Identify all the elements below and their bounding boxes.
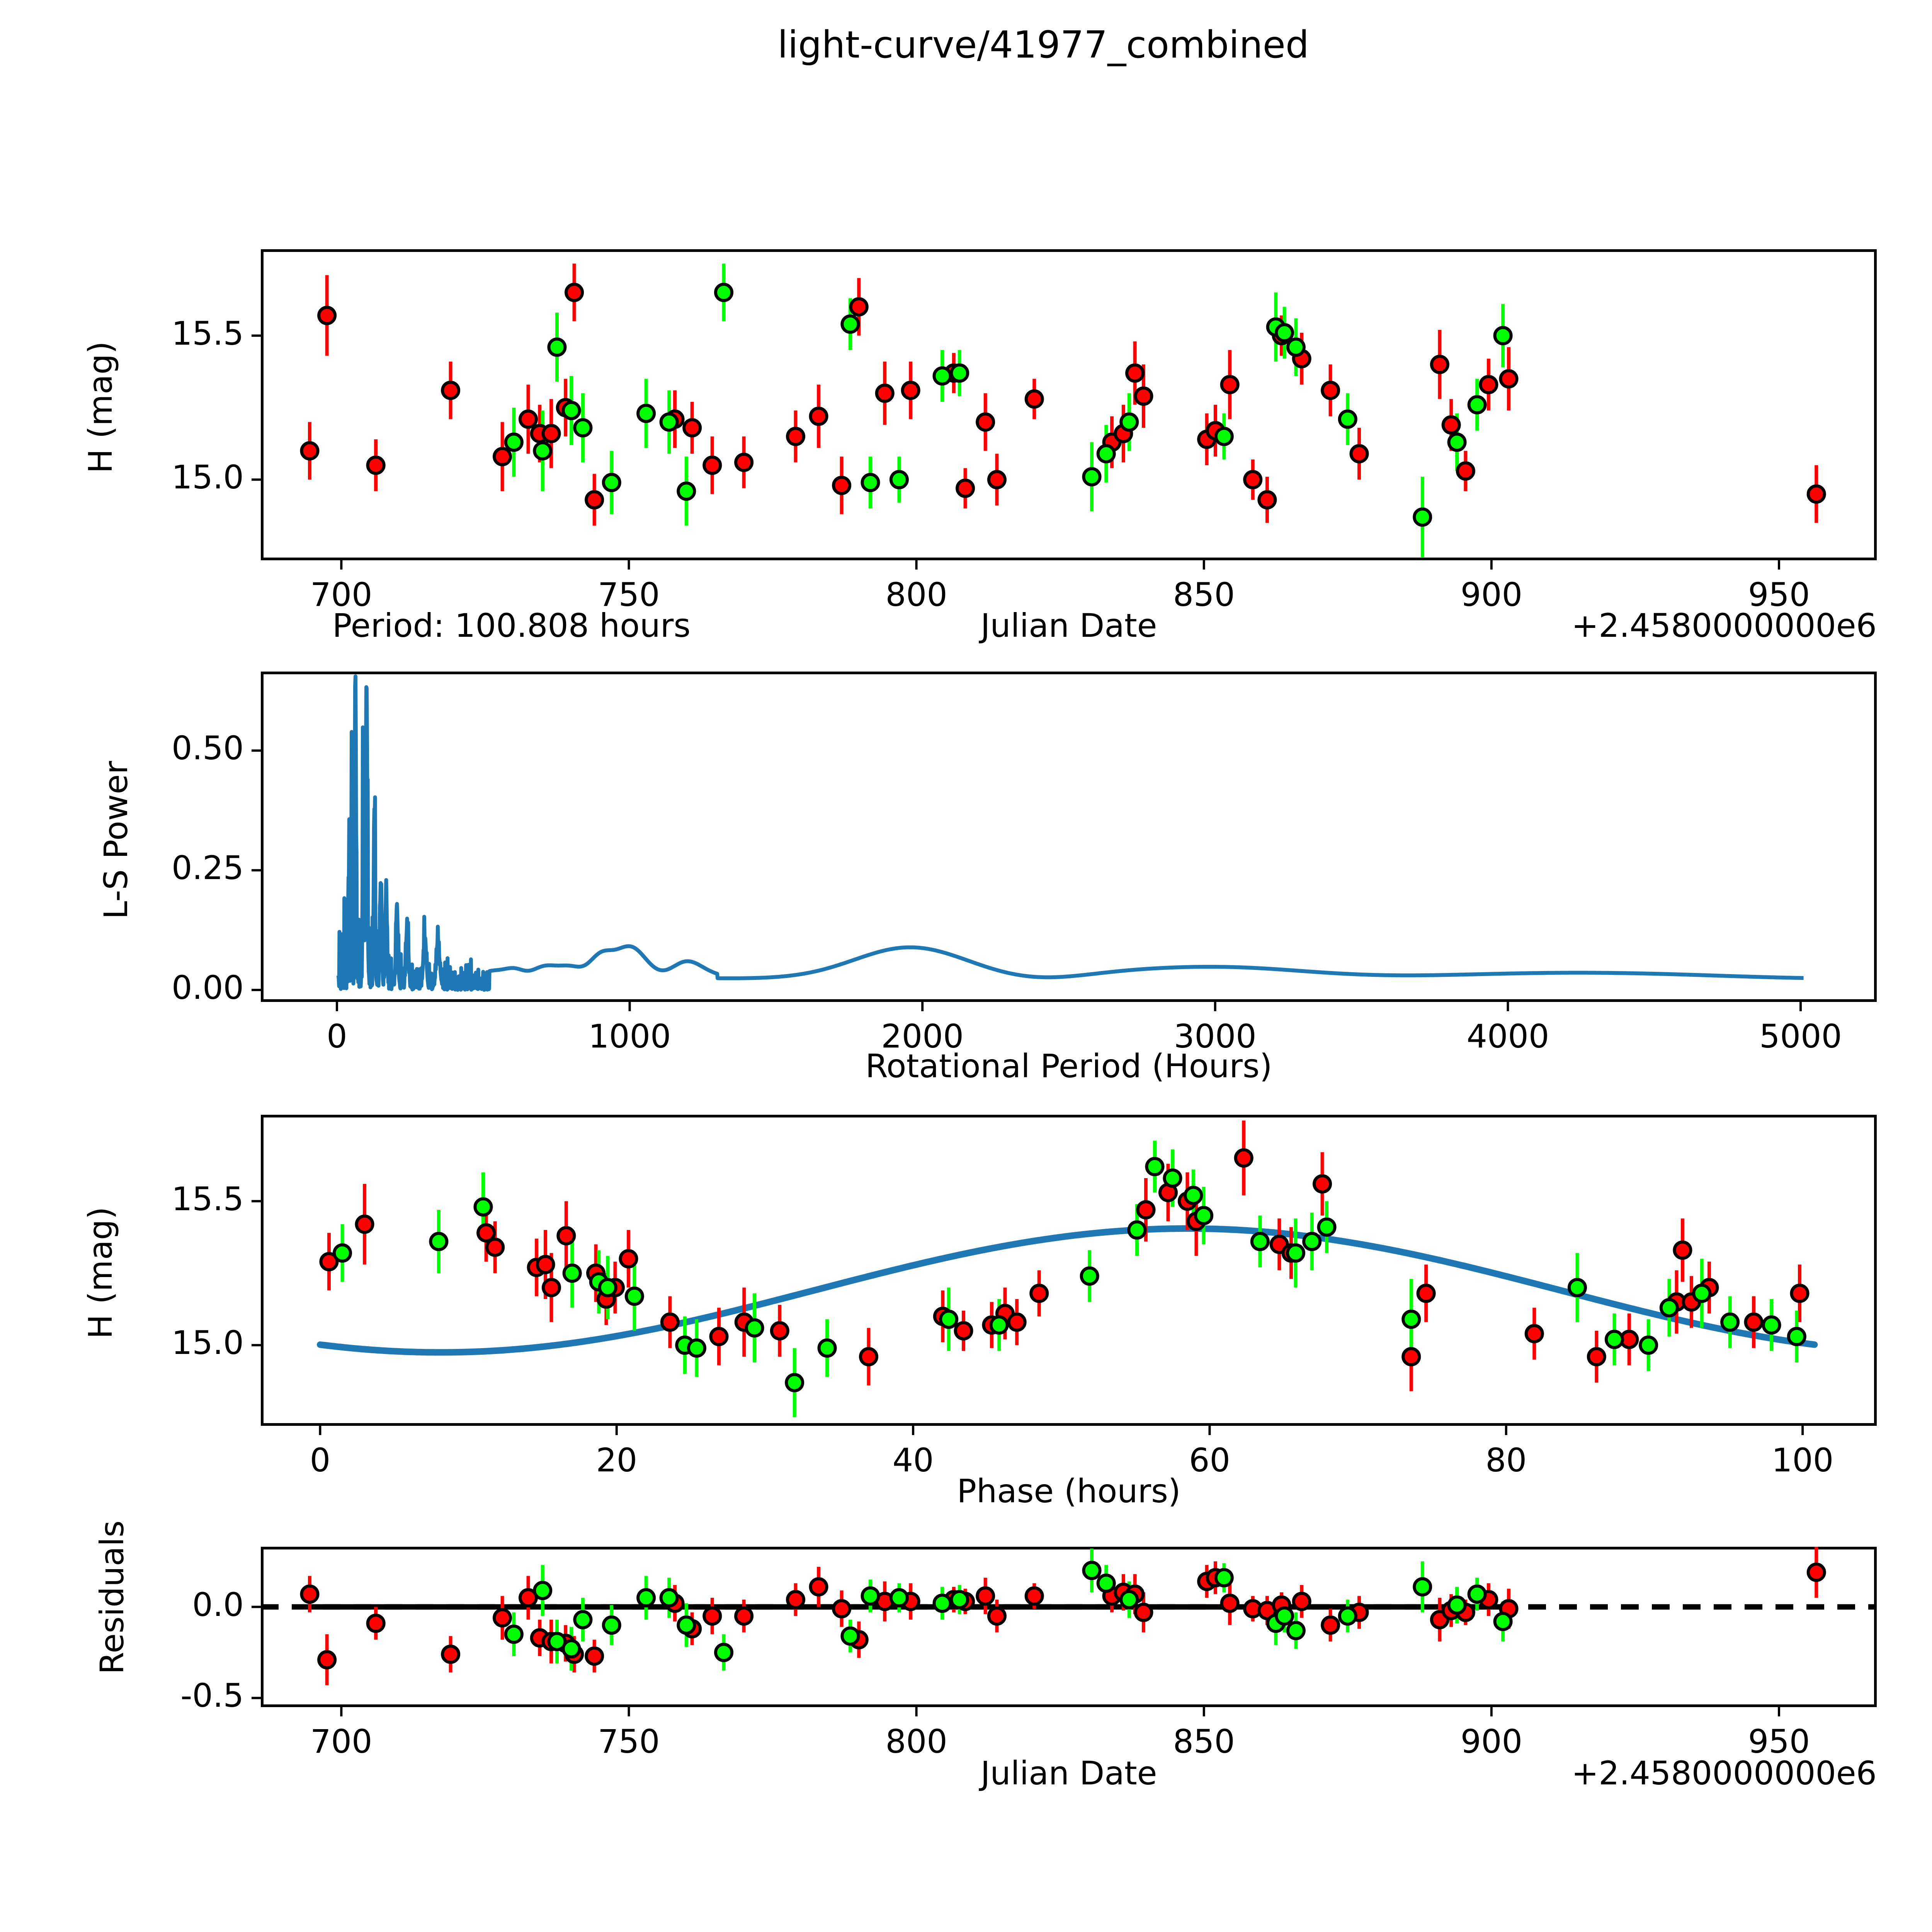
x-tick-label: 700 (310, 576, 372, 614)
y-tick-label: 0.00 (171, 969, 244, 1007)
y-tick-label: 0.25 (171, 849, 244, 887)
panel-lightcurve (261, 249, 1877, 560)
x-tick-label: 800 (885, 576, 947, 614)
y-tick-label: 15.0 (171, 1324, 244, 1362)
panel-residuals-xlabel: Julian Date (980, 1754, 1157, 1792)
y-tick-label: 15.0 (171, 458, 244, 497)
x-tick-label: 60 (1189, 1441, 1230, 1479)
x-tick-label: 850 (1173, 1723, 1235, 1760)
x-tick-label: 950 (1748, 576, 1810, 614)
x-tick-label: 100 (1771, 1441, 1834, 1479)
panel-periodogram-xlabel: Rotational Period (Hours) (865, 1047, 1272, 1085)
panel-residuals (261, 1547, 1877, 1707)
x-tick-label: 750 (598, 1723, 660, 1760)
y-tick-label: 15.5 (171, 1180, 244, 1218)
panel-periodogram (261, 672, 1877, 1002)
x-tick-label: 900 (1460, 1723, 1523, 1760)
period-annotation: Period: 100.808 hours (332, 607, 691, 645)
panel-residuals-x-offset: +2.4580000000e6 (1571, 1754, 1877, 1792)
x-tick-label: 2000 (881, 1017, 964, 1055)
x-tick-label: 850 (1173, 576, 1235, 614)
x-tick-label: 750 (598, 576, 660, 614)
panel-lightcurve-x-offset: +2.4580000000e6 (1571, 607, 1877, 645)
x-tick-label: 4000 (1466, 1017, 1549, 1055)
panel-phased-xlabel: Phase (hours) (957, 1472, 1181, 1510)
x-tick-label: 5000 (1759, 1017, 1842, 1055)
x-tick-label: 700 (310, 1723, 372, 1760)
x-tick-label: 1000 (588, 1017, 671, 1055)
x-tick-label: 900 (1460, 576, 1523, 614)
x-tick-label: 20 (596, 1441, 638, 1479)
x-tick-label: 800 (885, 1723, 947, 1760)
x-tick-label: 3000 (1173, 1017, 1257, 1055)
x-tick-label: 40 (892, 1441, 934, 1479)
y-tick-label: -0.5 (180, 1677, 244, 1715)
figure-title: light-curve/41977_combined (777, 23, 1309, 66)
y-tick-label: 15.5 (171, 314, 244, 352)
y-tick-label: 0.50 (171, 729, 244, 767)
x-tick-label: 80 (1485, 1441, 1527, 1479)
x-tick-label: 0 (310, 1441, 331, 1479)
x-tick-label: 950 (1748, 1723, 1810, 1760)
x-tick-label: 0 (327, 1017, 347, 1055)
panel-lightcurve-xlabel: Julian Date (980, 607, 1157, 645)
y-tick-label: 0.0 (192, 1585, 244, 1624)
